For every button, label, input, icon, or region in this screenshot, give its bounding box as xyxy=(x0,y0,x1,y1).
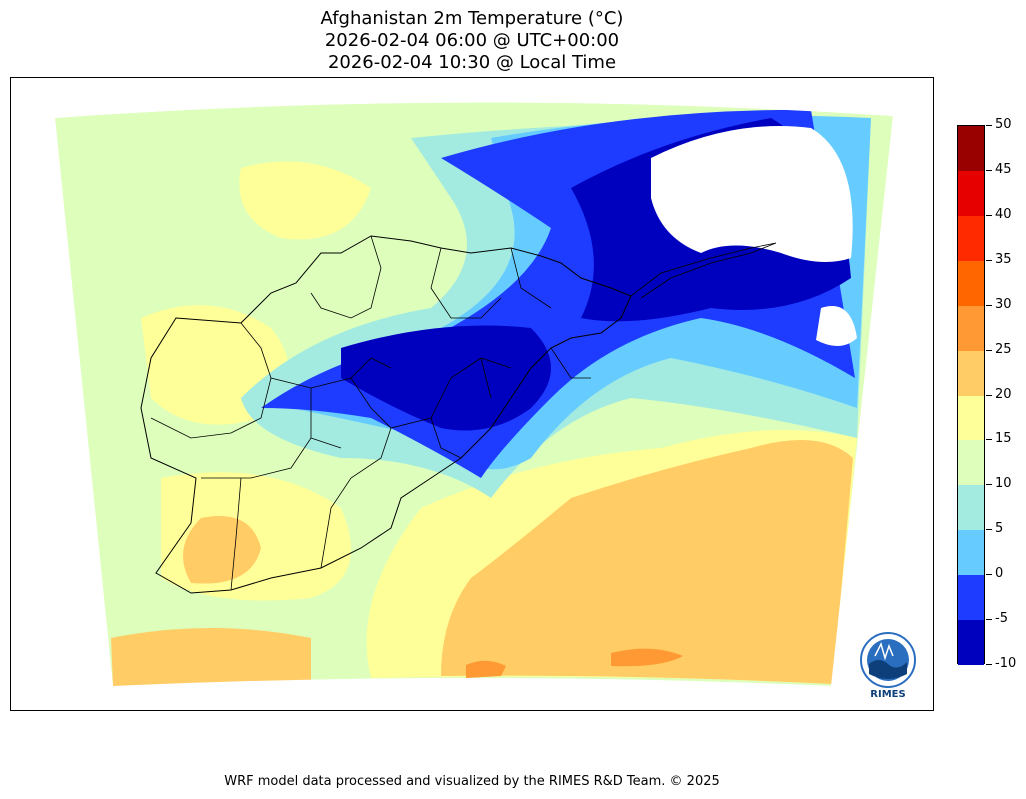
below-scale-region-small xyxy=(816,306,857,347)
province-boundaries xyxy=(150,235,591,591)
colorbar-tick-label: -5 xyxy=(995,611,1008,627)
rimes-logo: RIMES xyxy=(860,632,916,700)
colorbar-tick-label: 20 xyxy=(995,386,1012,402)
colorbar-tick-label: 25 xyxy=(995,341,1012,357)
colorbar-tick xyxy=(986,169,992,171)
colorbar-segment xyxy=(958,215,984,262)
colorbar-tick-label: -10 xyxy=(995,656,1017,671)
colorbar-segment xyxy=(958,485,984,531)
colorbar-tick-label: 0 xyxy=(995,566,1004,582)
colorbar-segment xyxy=(958,440,984,486)
map-title-line-3: 2026-02-04 10:30 @ Local Time xyxy=(327,52,617,73)
colorbar-tick-label: 5 xyxy=(995,521,1004,537)
colorbar-tick-label: 15 xyxy=(995,431,1012,447)
below-scale-region xyxy=(651,126,853,262)
colorbar-tick xyxy=(986,304,992,306)
map-title-line-2: 2026-02-04 06:00 @ UTC+00:00 xyxy=(324,30,620,51)
cold-region-minus10-minus5-central xyxy=(341,325,551,431)
warm-region-20-25-southeast xyxy=(441,440,853,684)
colorbar-tick-label: 30 xyxy=(995,296,1012,312)
colorbar-tick xyxy=(986,619,992,621)
warm-region-20-25-southern-edge xyxy=(111,628,311,686)
colorbar-segment xyxy=(958,575,984,621)
warm-spot-25-30-b xyxy=(611,648,683,667)
colorbar-tick xyxy=(986,394,992,396)
colorbar-tick-label: 45 xyxy=(995,161,1012,177)
colorbar-tick xyxy=(986,125,992,126)
colorbar-tick xyxy=(986,214,992,216)
colorbar-tick xyxy=(986,349,992,351)
colorbar-segment xyxy=(958,395,984,441)
map-frame xyxy=(10,77,934,711)
warm-spot-25-30-a xyxy=(466,660,506,678)
colorbar-tick-label: 50 xyxy=(995,117,1012,132)
colorbar-tick xyxy=(986,439,992,441)
colorbar-tick-label: 40 xyxy=(995,206,1012,222)
colorbar-tick xyxy=(986,574,992,576)
colorbar-segment xyxy=(958,305,984,352)
colorbar-tick xyxy=(986,259,992,261)
colorbar-segment xyxy=(958,530,984,576)
neighbour-boundary xyxy=(630,242,777,299)
colorbar-tick xyxy=(986,529,992,531)
colorbar-tick xyxy=(986,484,992,486)
colorbar xyxy=(957,125,985,666)
warm-region-northwest xyxy=(239,161,371,240)
colorbar-segment xyxy=(958,620,984,666)
colorbar-segment xyxy=(958,126,984,172)
colorbar-tick xyxy=(986,664,992,665)
colorbar-tick-label: 35 xyxy=(995,251,1012,267)
colorbar-tick-label: 10 xyxy=(995,476,1012,492)
colorbar-segment xyxy=(958,170,984,217)
outside-domain xyxy=(11,78,933,710)
warm-region-20-25-southwest xyxy=(183,516,261,584)
logo-text: RIMES xyxy=(870,689,905,700)
colorbar-segment xyxy=(958,350,984,396)
colorbar-segment xyxy=(958,260,984,307)
map-title-line-1: Afghanistan 2m Temperature (°C) xyxy=(320,8,624,29)
footer-credit: WRF model data processed and visualized … xyxy=(224,774,720,789)
temperature-map xyxy=(11,78,933,710)
